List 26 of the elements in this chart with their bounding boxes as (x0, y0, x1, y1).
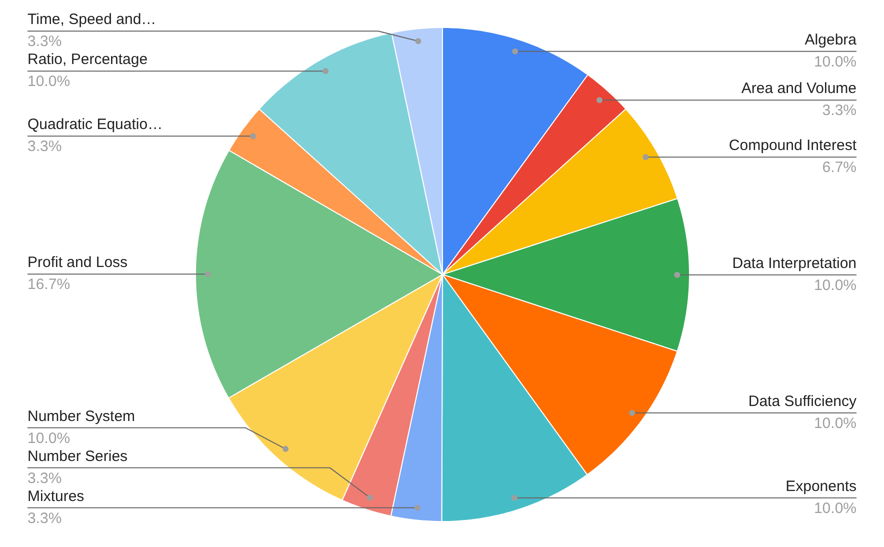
slice-label: Time, Speed and… (28, 11, 156, 28)
slice-label: Mixtures (28, 488, 84, 505)
data-label: 16.7% (28, 276, 70, 294)
data-label: 10.0% (814, 276, 857, 294)
data-label: 3.3% (28, 510, 62, 527)
slice-label: Compound Interest (728, 137, 858, 154)
data-label: 3.3% (822, 102, 857, 120)
slice-label: Algebra (804, 31, 858, 48)
data-label: 3.3% (28, 138, 62, 156)
slice-label: Number System (28, 408, 136, 425)
slice-label: Quadratic Equatio… (28, 116, 163, 134)
data-label: 3.3% (28, 470, 62, 487)
data-label: 3.3% (28, 33, 62, 50)
slice-label: Area and Volume (741, 80, 856, 98)
slice-label: Number Series (28, 448, 128, 465)
slice-label: Exponents (786, 478, 857, 495)
data-label: 10.0% (28, 73, 70, 90)
data-label: 10.0% (814, 500, 857, 517)
slice-label: Profit and Loss (28, 254, 128, 272)
data-label: 10.0% (28, 430, 70, 447)
slice-label: Data Sufficiency (748, 392, 857, 410)
slice-label: Ratio, Percentage (28, 51, 148, 68)
slice-label: Data Interpretation (732, 254, 857, 272)
data-label: 10.0% (814, 53, 857, 70)
data-label: 6.7% (822, 159, 857, 176)
data-label: 10.0% (814, 414, 857, 432)
